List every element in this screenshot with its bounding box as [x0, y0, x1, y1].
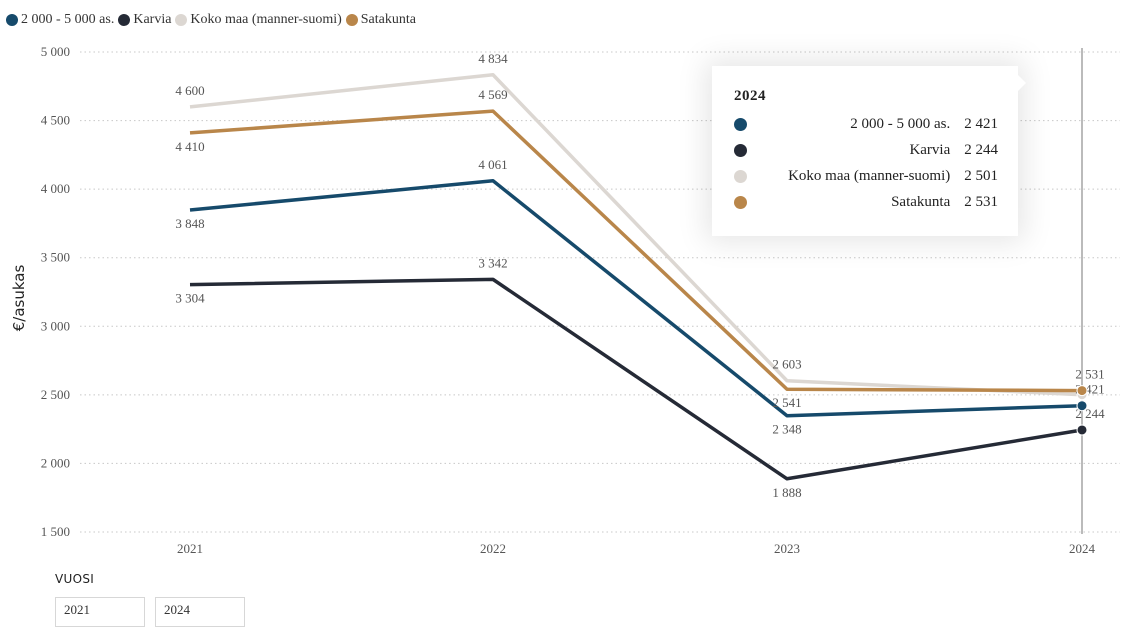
tooltip-title: 2024 — [734, 88, 766, 104]
tooltip-dot-icon — [734, 195, 747, 209]
legend-dot-icon — [175, 14, 188, 26]
data-label: 3 848 — [175, 216, 204, 231]
data-label: 2 603 — [772, 357, 801, 372]
data-label: 4 410 — [175, 139, 204, 154]
filter-option-2024[interactable]: 2024 — [155, 597, 245, 627]
x-tick-label: 2021 — [177, 541, 203, 556]
data-label: 2 531 — [1075, 367, 1104, 382]
tooltip-row: Satakunta 2 531 — [734, 192, 998, 212]
chart-legend: 2 000 - 5 000 as. Karvia Koko maa (manne… — [6, 12, 420, 28]
series-line — [189, 277, 1083, 481]
series-line — [189, 73, 1083, 397]
legend-label: Karvia — [133, 12, 172, 27]
y-tick-label: 2 000 — [41, 455, 70, 470]
legend-item-koko-maa[interactable]: Koko maa (manner-suomi) — [175, 12, 342, 28]
tooltip-series-name: Koko maa (manner-suomi) — [788, 167, 951, 184]
tooltip-series-value: 2 501 — [964, 167, 998, 184]
data-point-marker — [1076, 400, 1088, 412]
x-tick-label: 2023 — [774, 541, 800, 556]
y-tick-label: 3 000 — [41, 318, 70, 333]
legend-dot-icon — [118, 14, 131, 26]
legend-item-2000-5000[interactable]: 2 000 - 5 000 as. — [6, 12, 114, 28]
data-label: 3 304 — [175, 291, 205, 306]
tooltip-row: Koko maa (manner-suomi) 2 501 — [734, 166, 998, 186]
tooltip-row: Karvia 2 244 — [734, 140, 998, 160]
data-label: 2 541 — [772, 395, 801, 410]
filter-title: VUOSI — [55, 572, 95, 586]
chart-tooltip: 2024 2 000 - 5 000 as. 2 421 Karvia 2 24… — [712, 66, 1018, 236]
legend-label: 2 000 - 5 000 as. — [21, 12, 115, 27]
data-label: 4 569 — [478, 87, 507, 102]
tooltip-series-name: Satakunta — [891, 193, 951, 210]
legend-item-karvia[interactable]: Karvia — [118, 12, 171, 28]
y-tick-label: 3 500 — [41, 250, 70, 265]
data-point-marker — [1076, 385, 1088, 397]
legend-label: Koko maa (manner-suomi) — [190, 12, 342, 27]
tooltip-series-value: 2 244 — [964, 141, 998, 158]
tooltip-series-value: 2 531 — [964, 193, 998, 210]
series-line — [189, 109, 1083, 393]
tooltip-dot-icon — [734, 169, 747, 183]
y-tick-label: 1 500 — [41, 524, 70, 539]
tooltip-dot-icon — [734, 117, 747, 131]
tooltip-arrow — [1016, 73, 1026, 93]
y-tick-label: 4 000 — [41, 181, 70, 196]
data-point-marker — [1076, 424, 1088, 436]
data-label: 4 061 — [478, 157, 507, 172]
data-label: 4 600 — [175, 83, 204, 98]
x-tick-label: 2024 — [1069, 541, 1096, 556]
data-label: 4 834 — [478, 51, 508, 66]
x-tick-label: 2022 — [480, 541, 506, 556]
legend-dot-icon — [6, 14, 18, 26]
legend-label: Satakunta — [360, 12, 416, 27]
y-axis-title: €/asukas — [10, 265, 28, 332]
y-tick-label: 5 000 — [41, 44, 70, 59]
data-label: 3 342 — [478, 255, 507, 270]
tooltip-series-value: 2 421 — [964, 115, 998, 132]
y-tick-label: 4 500 — [41, 113, 70, 128]
filter-option-2021[interactable]: 2021 — [55, 597, 145, 627]
tooltip-series-name: Karvia — [909, 141, 951, 158]
tooltip-row: 2 000 - 5 000 as. 2 421 — [734, 114, 998, 134]
data-label: 1 888 — [772, 485, 801, 500]
legend-item-satakunta[interactable]: Satakunta — [345, 12, 416, 28]
y-tick-label: 2 500 — [41, 387, 70, 402]
tooltip-series-name: 2 000 - 5 000 as. — [850, 115, 951, 132]
legend-dot-icon — [345, 14, 358, 26]
tooltip-dot-icon — [734, 143, 747, 157]
series-line — [189, 179, 1083, 418]
data-label: 2 348 — [772, 422, 801, 437]
